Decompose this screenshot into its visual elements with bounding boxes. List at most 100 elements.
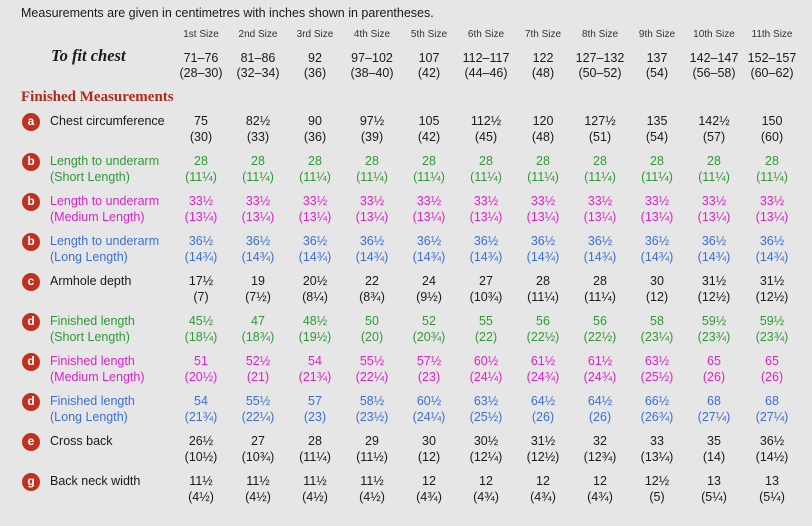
cell-in: (24¼) — [469, 370, 503, 384]
cell-in: (13¼) — [469, 210, 503, 224]
table-cell: 19 (7½) — [245, 273, 271, 305]
table-cell: 59½ (23¾) — [698, 313, 731, 345]
table-cell: 27 (10¾) — [242, 433, 275, 465]
table-cell: 31½ (12½) — [756, 273, 789, 305]
cell-in: (13¼) — [526, 210, 560, 224]
cell-in: (36) — [303, 130, 327, 144]
intro-text: Measurements are given in centimetres wi… — [21, 6, 434, 20]
cell-in: (13¼) — [355, 210, 389, 224]
table-cell: 22 (8¾) — [359, 273, 385, 305]
table-cell: 36½ (14½) — [756, 433, 789, 465]
cell-cm: 55 — [479, 314, 493, 328]
table-cell: 36½ (14¾) — [185, 233, 218, 265]
cell-in: (14¾) — [412, 250, 446, 264]
table-cell: 12½ (5) — [645, 473, 669, 505]
row-badge: b — [22, 153, 40, 171]
cell-in: (11½) — [356, 450, 388, 464]
cell-cm: 35 — [707, 434, 721, 448]
row-badge: c — [22, 273, 40, 291]
size-header: 1st Size — [183, 29, 219, 40]
cell-cm: 32 — [593, 434, 607, 448]
cell-cm: 45½ — [188, 314, 214, 328]
table-cell: 33½ (13¼) — [527, 193, 560, 225]
cell-in: (13¼) — [241, 210, 275, 224]
row-label-sub: (Long Length) — [50, 250, 128, 264]
cell-in: (10½) — [184, 450, 218, 464]
cell-cm: 65 — [707, 354, 721, 368]
cell-in: (11¼) — [641, 170, 673, 184]
cell-in: (27¼) — [755, 410, 789, 424]
cell-in: (14) — [702, 450, 726, 464]
row-badge: g — [22, 473, 40, 491]
row-label-main: Back neck width — [50, 474, 141, 488]
cell-cm: 64½ — [530, 394, 556, 408]
cell-cm: 36½ — [302, 234, 328, 248]
size-header: 5th Size — [410, 29, 448, 40]
cell-in: (11¼) — [527, 290, 559, 304]
cell-cm: 13 — [707, 474, 721, 488]
row-label-main: Finished length — [50, 394, 135, 408]
table-cell: 28 (11¼) — [299, 433, 331, 465]
cell-in: (20¾) — [412, 330, 446, 344]
cell-cm: 68 — [765, 394, 779, 408]
cell-in: (4¾) — [416, 490, 442, 504]
fit-chest-value: 81–86 (32–34) — [236, 51, 279, 81]
fit-chest-in: (48) — [531, 66, 555, 80]
cell-cm: 12 — [422, 474, 436, 488]
table-cell: 64½ (26) — [531, 393, 555, 425]
table-cell: 127½ (51) — [584, 113, 615, 145]
table-cell: 61½ (24¾) — [584, 353, 617, 385]
cell-in: (8¾) — [359, 290, 385, 304]
cell-in: (11¼) — [470, 170, 502, 184]
cell-in: (18¾) — [241, 330, 275, 344]
cell-cm: 36½ — [759, 434, 785, 448]
table-cell: 51 (20½) — [185, 353, 218, 385]
cell-in: (14¾) — [241, 250, 275, 264]
cell-cm: 33½ — [302, 194, 328, 208]
cell-cm: 33½ — [701, 194, 727, 208]
table-cell: 24 (9½) — [416, 273, 442, 305]
cell-cm: 60½ — [416, 394, 442, 408]
cell-cm: 47 — [251, 314, 265, 328]
cell-cm: 54 — [308, 354, 322, 368]
table-cell: 30 (12) — [418, 433, 440, 465]
cell-cm: 33½ — [644, 194, 670, 208]
cell-in: (12) — [417, 450, 441, 464]
cell-in: (11¼) — [299, 170, 331, 184]
fit-chest-in: (56–58) — [692, 66, 736, 80]
cell-in: (4½) — [188, 490, 214, 504]
cell-cm: 17½ — [188, 274, 214, 288]
cell-in: (11¼) — [756, 170, 788, 184]
table-cell: 33½ (13¼) — [413, 193, 446, 225]
table-cell: 28 (11¼) — [185, 153, 217, 185]
cell-in: (11¼) — [527, 170, 559, 184]
row-label: Armhole depth — [50, 273, 131, 289]
table-cell: 112½ (45) — [471, 113, 501, 145]
cell-in: (33) — [246, 130, 270, 144]
table-cell: 68 (27¼) — [756, 393, 789, 425]
row-label: Chest circumference — [50, 113, 165, 129]
cell-cm: 58 — [650, 314, 664, 328]
cell-cm: 56 — [593, 314, 607, 328]
fit-chest-in: (38–40) — [350, 66, 394, 80]
cell-in: (7½) — [245, 290, 271, 304]
cell-in: (23) — [417, 370, 441, 384]
table-cell: 142½ (57) — [698, 113, 729, 145]
table-cell: 33½ (13¼) — [698, 193, 731, 225]
cell-in: (14¾) — [355, 250, 389, 264]
cell-cm: 52 — [422, 314, 436, 328]
cell-in: (9½) — [416, 290, 442, 304]
cell-cm: 112½ — [470, 114, 502, 128]
cell-in: (18¼) — [184, 330, 218, 344]
cell-cm: 50 — [365, 314, 379, 328]
table-cell: 57½ (23) — [417, 353, 441, 385]
table-cell: 30 (12) — [646, 273, 668, 305]
table-cell: 28 (11¼) — [299, 153, 331, 185]
row-label-main: Length to underarm — [50, 194, 160, 208]
cell-in: (19½) — [298, 330, 332, 344]
row-label-sub: (Short Length) — [50, 170, 130, 184]
cell-cm: 11½ — [189, 474, 213, 488]
table-cell: 75 (30) — [190, 113, 212, 145]
cell-cm: 31½ — [701, 274, 727, 288]
cell-in: (4¾) — [587, 490, 613, 504]
